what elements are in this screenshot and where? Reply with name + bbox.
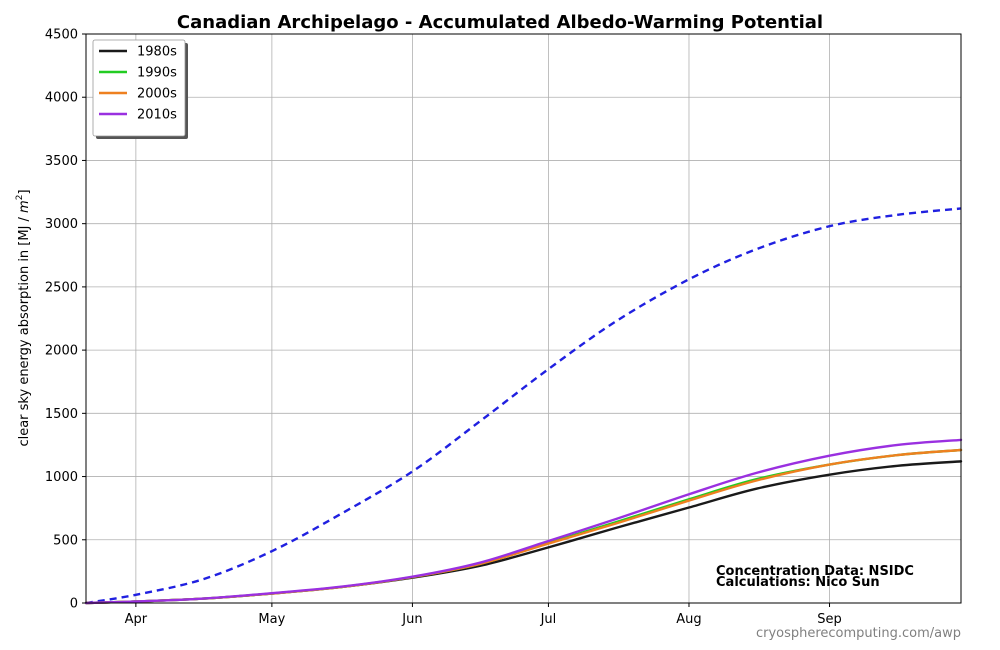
legend-label-1980s: 1980s bbox=[137, 45, 177, 60]
legend-box bbox=[92, 39, 186, 137]
y-axis-ticks: 0 500 1000 1500 2000 2500 3000 3500 4000 4500 bbox=[45, 28, 86, 612]
x-tick-label: May bbox=[258, 612, 285, 627]
x-tick-label: Aug bbox=[676, 612, 701, 627]
x-tick-label: Sep bbox=[817, 612, 842, 627]
y-axis-label: clear sky energy absorption in [MJ / m2] bbox=[15, 189, 32, 446]
y-tick-label: 4000 bbox=[45, 91, 78, 106]
x-tick-label: Apr bbox=[125, 612, 148, 627]
y-axis-label-unit: m bbox=[17, 200, 32, 213]
plot-frame bbox=[85, 33, 962, 604]
y-tick-label: 2000 bbox=[45, 344, 78, 359]
annotation-calculations: Calculations: Nico Sun bbox=[716, 575, 880, 590]
y-tick-label: 500 bbox=[53, 533, 78, 548]
legend: 1980s 1990s 2000s 2010s bbox=[92, 39, 188, 139]
y-axis-label-exponent: 2 bbox=[15, 195, 25, 201]
y-tick-label: 3000 bbox=[45, 217, 78, 232]
series-line-2010s bbox=[84, 438, 963, 605]
series-line-dashed bbox=[85, 207, 962, 605]
chart-title: Canadian Archipelago - Accumulated Albed… bbox=[177, 12, 823, 33]
annotation-concentration: Concentration Data: NSIDC bbox=[716, 564, 914, 579]
x-axis-ticks: Apr May Jun Jul Aug Sep bbox=[125, 603, 842, 627]
legend-label-2010s: 2010s bbox=[137, 108, 177, 123]
x-tick-label: Jul bbox=[540, 612, 557, 627]
series-layer bbox=[84, 207, 963, 605]
y-tick-label: 1000 bbox=[45, 470, 78, 485]
y-tick-label: 1500 bbox=[45, 407, 78, 422]
footer-credit: cryospherecomputing.com/awp bbox=[756, 626, 961, 641]
legend-label-1990s: 1990s bbox=[137, 66, 177, 81]
grid bbox=[86, 33, 961, 604]
y-axis-label-suffix: ] bbox=[17, 189, 32, 194]
y-tick-label: 0 bbox=[70, 597, 78, 612]
y-tick-label: 2500 bbox=[45, 280, 78, 295]
y-axis-label-prefix: clear sky energy absorption in [MJ / bbox=[17, 213, 32, 447]
y-tick-label: 4500 bbox=[45, 28, 78, 43]
legend-label-2000s: 2000s bbox=[137, 87, 177, 102]
x-tick-label: Jun bbox=[401, 612, 422, 627]
y-tick-label: 3500 bbox=[45, 154, 78, 169]
